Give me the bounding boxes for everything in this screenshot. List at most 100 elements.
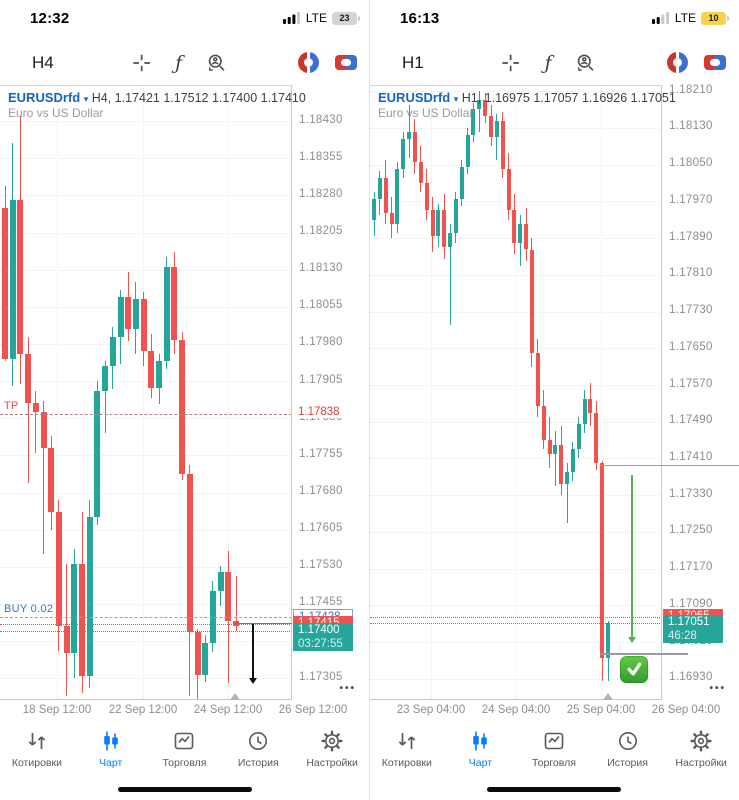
candle xyxy=(48,447,55,513)
gridline-h xyxy=(370,311,661,313)
time-tick-label: 26 Sep 04:00 xyxy=(651,704,721,716)
indicators-icon[interactable]: ƒ xyxy=(544,51,552,74)
candle xyxy=(442,210,447,248)
gridline-h xyxy=(0,529,291,531)
clock-text: 12:32 xyxy=(30,9,70,27)
crosshair-icon[interactable] xyxy=(130,52,152,74)
chart-header[interactable]: EURUSDrfd ▾ H4, 1.17421 1.17512 1.17400 … xyxy=(8,90,306,105)
chart-header[interactable]: EURUSDrfd ▾ H1, 1.16975 1.17057 1.16926 … xyxy=(378,90,676,105)
gridline-h xyxy=(370,421,661,423)
candle-wick xyxy=(566,463,568,523)
sidebar-item-settings[interactable]: Настройки xyxy=(664,729,738,778)
candle xyxy=(547,440,552,454)
nav-label: Торговля xyxy=(162,757,207,769)
toolbar-app-icon-circle[interactable] xyxy=(667,52,688,73)
symbol-description: Euro vs US Dollar xyxy=(378,106,474,120)
objects-search-icon[interactable] xyxy=(205,52,227,74)
price-tick-label: 1.17090 xyxy=(669,597,713,610)
sidebar-item-trade[interactable]: Торговля xyxy=(148,729,222,778)
chart-plot[interactable] xyxy=(370,85,662,700)
candle xyxy=(79,564,85,676)
sidebar-item-quotes[interactable]: Котировки xyxy=(370,729,444,778)
cellular-signal-icon xyxy=(651,12,669,24)
price-axis[interactable]: ••• 1.18210 1.18130 1.18050 1.17970 1.17890 1… xyxy=(662,84,739,700)
objects-search-icon[interactable] xyxy=(575,52,597,74)
price-tick-label: 1.17330 xyxy=(669,487,713,500)
symbol-name[interactable]: EURUSDrfd xyxy=(8,90,81,105)
candle-wick xyxy=(478,91,480,133)
price-tick-label: 1.18130 xyxy=(299,262,343,275)
price-level-line xyxy=(0,623,291,625)
candle xyxy=(606,623,610,659)
candle xyxy=(576,424,581,450)
candle xyxy=(518,224,523,243)
candle xyxy=(102,366,109,392)
candle-wick xyxy=(104,361,106,434)
chart-more-button[interactable]: ••• xyxy=(339,683,356,694)
gridline-h xyxy=(370,678,661,680)
candle xyxy=(40,412,47,448)
candle xyxy=(424,182,429,211)
toolbar-app-icon-rounded[interactable] xyxy=(335,55,357,70)
check-mark-emoji xyxy=(620,655,648,683)
candle xyxy=(465,134,470,167)
home-indicator[interactable] xyxy=(487,786,621,792)
nav-label: История xyxy=(607,757,648,769)
candle xyxy=(2,207,8,359)
price-tick-label: 1.17755 xyxy=(299,447,343,460)
toolbar-app-icon-circle[interactable] xyxy=(298,52,319,73)
time-tick-label: 26 Sep 12:00 xyxy=(278,704,348,716)
chart-toolbar: H4 ƒ xyxy=(0,30,369,85)
sidebar-item-chart[interactable]: Чарт xyxy=(74,729,148,778)
price-tick-label: 1.18050 xyxy=(669,157,713,170)
candle xyxy=(71,564,78,654)
price-tick-label: 1.17170 xyxy=(669,561,713,574)
time-axis[interactable]: 23 Sep 04:00 24 Sep 04:00 25 Sep 04:00 26 S… xyxy=(370,700,739,722)
candle xyxy=(202,643,209,675)
candle xyxy=(63,626,70,654)
sidebar-item-quotes[interactable]: Котировки xyxy=(0,729,74,778)
current-bar-marker xyxy=(602,693,613,700)
history-icon xyxy=(618,732,637,750)
symbol-name[interactable]: EURUSDrfd xyxy=(378,90,451,105)
sidebar-item-chart[interactable]: Чарт xyxy=(444,729,518,778)
home-indicator[interactable] xyxy=(117,786,252,792)
candle xyxy=(412,132,417,163)
candle xyxy=(500,120,505,170)
price-tick-label: 1.17810 xyxy=(669,267,713,280)
price-tick-label: 1.17455 xyxy=(299,596,343,609)
chart-plot[interactable]: TP BUY 0.02 xyxy=(0,85,292,700)
price-tick-label: 1.18355 xyxy=(299,150,343,163)
chart-more-button[interactable]: ••• xyxy=(709,683,726,694)
toolbar-app-icon-rounded[interactable] xyxy=(704,55,726,70)
sidebar-item-history[interactable]: История xyxy=(221,729,295,778)
time-tick-label: 24 Sep 04:00 xyxy=(481,704,551,716)
gridline-h xyxy=(370,91,661,93)
time-axis[interactable]: 18 Sep 12:00 22 Sep 12:00 24 Sep 12:00 26 S… xyxy=(0,700,369,722)
candle xyxy=(506,169,511,211)
gridline-v xyxy=(57,86,58,699)
battery-percent: 10 xyxy=(708,13,719,23)
sidebar-item-settings[interactable]: Настройки xyxy=(295,729,369,778)
current-bar-marker xyxy=(229,693,240,700)
sidebar-item-trade[interactable]: Торговля xyxy=(517,729,591,778)
price-level-line xyxy=(370,616,661,618)
gridline-h xyxy=(0,641,291,643)
candle xyxy=(217,571,224,591)
price-tick-label: 1.17680 xyxy=(299,485,343,498)
candle xyxy=(55,512,62,627)
price-axis[interactable]: ••• 1.18430 1.18355 1.18280 1.18205 1.18130 1… xyxy=(292,85,369,700)
crosshair-icon[interactable] xyxy=(500,52,522,74)
gridline-h xyxy=(0,455,291,457)
candle xyxy=(171,267,178,340)
gridline-v xyxy=(143,86,144,699)
timeframe-button[interactable]: H4 xyxy=(32,52,54,72)
timeframe-button[interactable]: H1 xyxy=(402,52,424,72)
indicators-icon[interactable]: ƒ xyxy=(175,51,183,74)
candle xyxy=(194,632,201,675)
price-level-label: TP xyxy=(4,400,19,413)
candle xyxy=(559,444,564,484)
sidebar-item-history[interactable]: История xyxy=(591,729,665,778)
level-segment xyxy=(236,622,292,624)
trade-icon xyxy=(544,732,564,750)
